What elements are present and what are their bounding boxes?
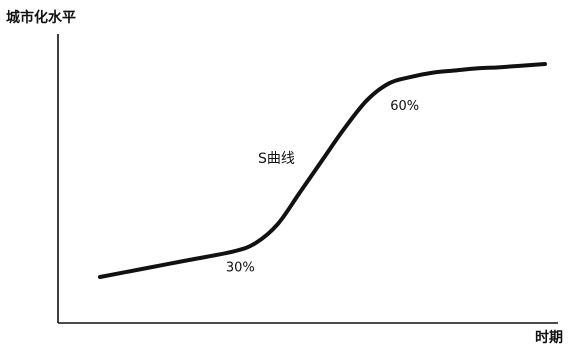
annotations: 30% 60% bbox=[226, 99, 419, 275]
x-axis-label: 时期 bbox=[535, 329, 563, 346]
annotation-30pct: 30% bbox=[226, 260, 255, 275]
s-curve-line bbox=[98, 62, 547, 279]
annotation-60pct: 60% bbox=[390, 99, 419, 114]
s-curve-label: S曲线 bbox=[258, 151, 295, 167]
y-axis-label: 城市化水平 bbox=[6, 9, 76, 26]
